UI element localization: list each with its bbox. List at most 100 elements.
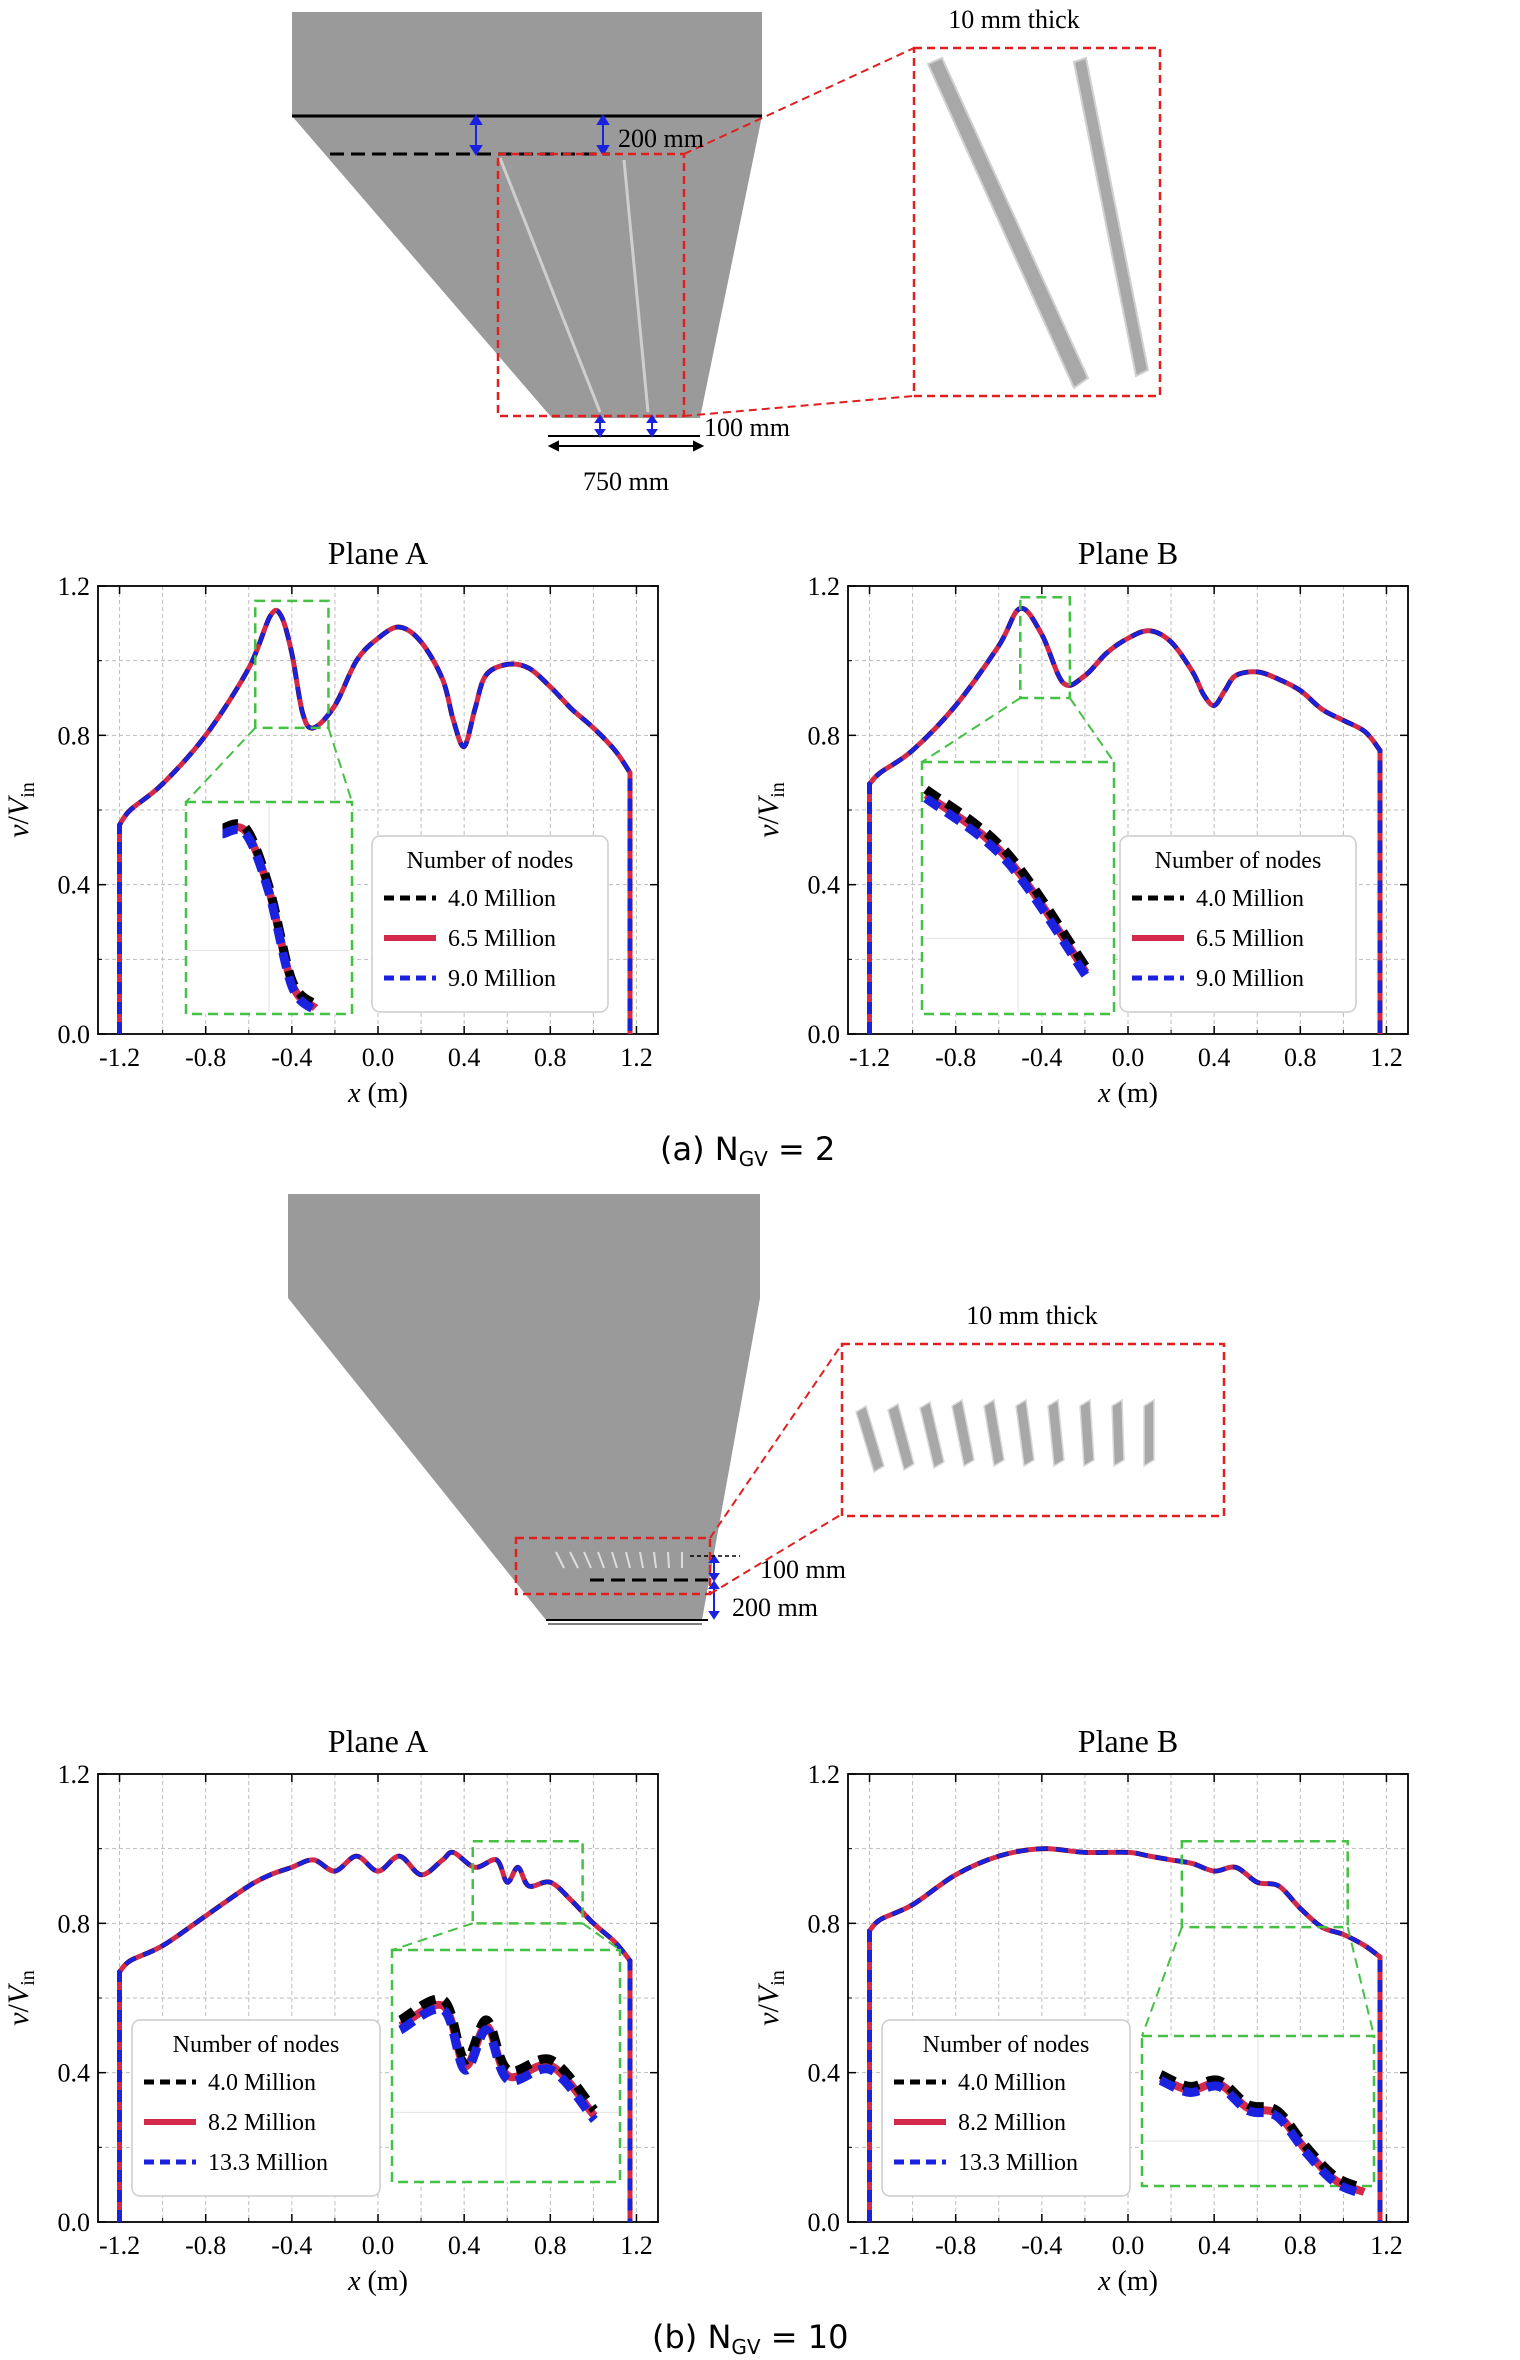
caption-b-tail: = 10 <box>761 2318 849 2356</box>
chart-b-plane-b: -1.2 -0.8 -0.4 0.0 0.4 0.8 1.2 0.0 0.4 0.8 1.2 Plan… <box>752 1723 1409 2297</box>
y-tick-label: 1.2 <box>58 572 91 601</box>
y-tick-label: 0.8 <box>808 721 841 750</box>
inset-series-13.3-million <box>398 2004 598 2123</box>
x-axis-label-unit: (m) <box>1111 2266 1158 2297</box>
x-tick-label: 0.4 <box>1198 2231 1231 2260</box>
legend-box <box>131 2019 381 2197</box>
x-tick-label: -0.4 <box>271 1043 312 1072</box>
y-label-num: v <box>752 824 785 838</box>
red-zoom-box-a <box>496 152 686 418</box>
chart-title: Plane A <box>328 535 428 571</box>
x-tick-label: -1.2 <box>849 1043 890 1072</box>
y-tick-label: 0.0 <box>808 1020 841 1049</box>
x-axis-label-unit: (m) <box>361 2266 408 2297</box>
zoom-box <box>1180 1839 1349 1929</box>
y-axis-label: v/Vin <box>2 782 39 838</box>
caption-a-sub: GV <box>739 1147 768 1171</box>
y-label-slash: / <box>752 2003 785 2012</box>
y-axis-label: v/Vin <box>752 1970 789 2026</box>
y-label-slash: / <box>2 815 35 824</box>
zoom-connector <box>921 697 1021 763</box>
inset-series-13.3-million <box>1158 2076 1366 2199</box>
y-label-sub: in <box>17 782 39 798</box>
x-tick-label: 0.0 <box>362 2231 395 2260</box>
x-tick-label: -0.8 <box>185 2231 226 2260</box>
legend-label: 6.5 Million <box>448 926 556 952</box>
label-thick-b: 10 mm thick <box>966 1301 1097 1330</box>
x-tick-label: 0.4 <box>448 1043 481 1072</box>
hopper-funnel-b <box>288 1298 760 1620</box>
chart-a-plane-b: -1.2 -0.8 -0.4 0.0 0.4 0.8 1.2 0.0 0.4 0.8 1.2 Plan… <box>752 535 1409 1109</box>
schematic-b: 10 mm thick 100 mm 200 mm <box>288 1194 1226 1625</box>
legend-label: 4.0 Million <box>448 886 556 912</box>
x-axis-label-var: x <box>347 1078 361 1109</box>
y-tick-label: 1.2 <box>58 1760 91 1789</box>
x-tick-label: -1.2 <box>99 1043 140 1072</box>
y-label-den: V <box>2 794 35 816</box>
x-tick-label: -0.8 <box>935 1043 976 1072</box>
legend-title: Number of nodes <box>173 2032 340 2058</box>
x-tick-label: 0.0 <box>1112 2231 1145 2260</box>
red-detail-box-a <box>912 46 1162 398</box>
zoom-connector <box>1069 697 1115 763</box>
y-tick-label: 0.0 <box>808 2208 841 2237</box>
x-tick-label: 0.0 <box>362 1043 395 1072</box>
y-axis-label: v/Vin <box>2 1970 39 2026</box>
y-label-num: v <box>2 2012 35 2026</box>
y-tick-label: 0.8 <box>58 721 91 750</box>
legend-box <box>1119 835 1357 1013</box>
x-tick-label: 1.2 <box>1370 1043 1403 1072</box>
vane-detail-a-2 <box>1072 56 1150 378</box>
vane-a-2 <box>622 159 650 413</box>
x-axis-label: x (m) <box>1097 1078 1158 1109</box>
label-750mm-a: 750 mm <box>583 467 669 496</box>
y-tick-label: 0.4 <box>58 2059 91 2088</box>
x-tick-label: 1.2 <box>1370 2231 1403 2260</box>
legend-label: 6.5 Million <box>1196 926 1304 952</box>
legend-label: 9.0 Million <box>1196 966 1304 992</box>
x-tick-label: 1.2 <box>620 2231 653 2260</box>
caption-b: (b) NGV = 10 <box>652 2318 848 2359</box>
series-line-9.0-million <box>117 608 632 1034</box>
inset-series-9.0-million <box>221 825 319 1014</box>
label-100mm-b: 100 mm <box>760 1555 846 1584</box>
legend-title: Number of nodes <box>407 848 574 874</box>
y-tick-label: 0.8 <box>808 1909 841 1938</box>
zoom-connector <box>582 1922 621 1951</box>
legend-title: Number of nodes <box>1155 848 1322 874</box>
y-tick-label: 1.2 <box>808 1760 841 1789</box>
chart-a-plane-a: -1.2 -0.8 -0.4 0.0 0.4 0.8 1.2 0.0 0.4 0.8 1.2 Plan… <box>2 535 659 1109</box>
x-tick-label: -0.4 <box>1021 2231 1062 2260</box>
x-axis-label-var: x <box>1097 1078 1111 1109</box>
inset-series-9.0-million <box>923 794 1090 979</box>
y-label-num: v <box>2 824 35 838</box>
x-tick-label: 0.0 <box>1112 1043 1145 1072</box>
x-axis-label-var: x <box>347 2266 361 2297</box>
dim-arrows-a <box>469 114 658 438</box>
y-tick-label: 0.8 <box>58 1909 91 1938</box>
chart-b-plane-a: -1.2 -0.8 -0.4 0.0 0.4 0.8 1.2 0.0 0.4 0.8 1.2 Plan… <box>2 1723 659 2297</box>
y-tick-label: 0.0 <box>58 1020 91 1049</box>
hopper-top-b <box>288 1194 760 1298</box>
y-label-slash: / <box>752 815 785 824</box>
y-tick-label: 0.4 <box>808 2059 841 2088</box>
x-axis-label-var: x <box>1097 2266 1111 2297</box>
caption-a-main: (a) N <box>660 1130 739 1168</box>
x-tick-label: -0.4 <box>271 2231 312 2260</box>
y-label-sub: in <box>767 782 789 798</box>
caption-b-main: (b) N <box>652 2318 731 2356</box>
label-200mm-b: 200 mm <box>732 1593 818 1622</box>
red-connector-a-1 <box>683 47 915 155</box>
y-label-sub: in <box>17 1970 39 1986</box>
legend-label: 4.0 Million <box>208 2070 316 2096</box>
zoom-connector <box>327 727 353 803</box>
legend-label: 8.2 Million <box>208 2110 316 2136</box>
x-tick-label: -0.8 <box>935 2231 976 2260</box>
legend-label: 4.0 Million <box>1196 886 1304 912</box>
x-tick-label: -1.2 <box>849 2231 890 2260</box>
y-tick-label: 1.2 <box>808 572 841 601</box>
schematic-a: 10 mm thick 200 mm 100 mm 750 mm <box>292 5 1162 496</box>
hopper-funnel-a <box>292 116 762 418</box>
y-label-slash: / <box>2 2003 35 2012</box>
